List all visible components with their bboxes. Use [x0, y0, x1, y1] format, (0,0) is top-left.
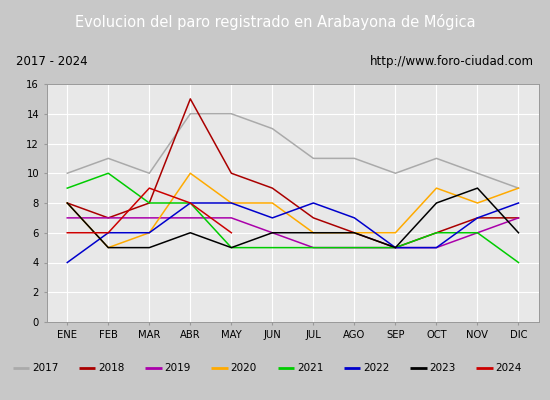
Text: 2017: 2017 [32, 363, 58, 373]
Text: 2022: 2022 [363, 363, 389, 373]
Text: 2021: 2021 [297, 363, 323, 373]
Text: Evolucion del paro registrado en Arabayona de Mógica: Evolucion del paro registrado en Arabayo… [75, 14, 475, 30]
Text: http://www.foro-ciudad.com: http://www.foro-ciudad.com [370, 55, 534, 68]
Text: 2024: 2024 [496, 363, 522, 373]
Text: 2020: 2020 [230, 363, 257, 373]
Text: 2018: 2018 [98, 363, 124, 373]
Text: 2019: 2019 [164, 363, 191, 373]
Text: 2017 - 2024: 2017 - 2024 [16, 55, 88, 68]
Text: 2023: 2023 [430, 363, 456, 373]
